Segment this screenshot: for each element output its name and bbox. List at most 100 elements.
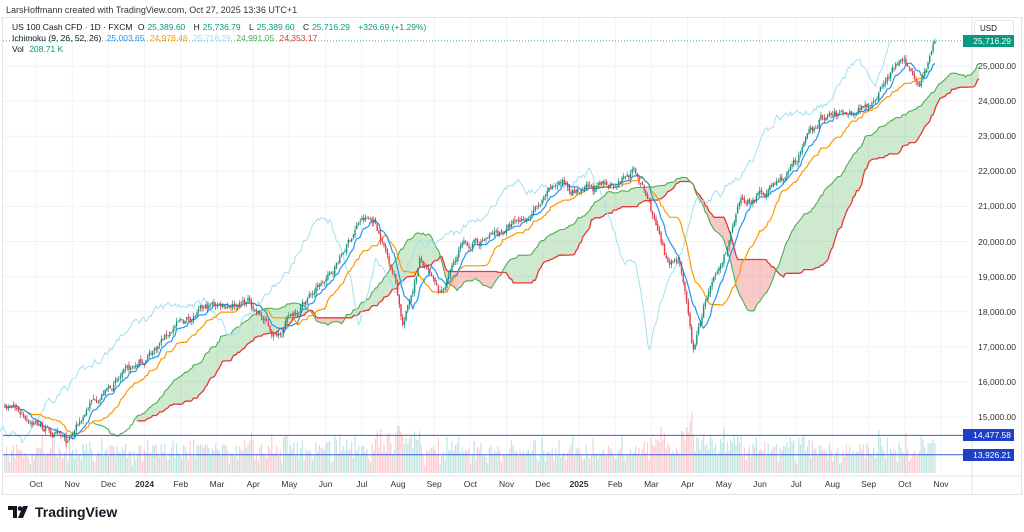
ichimoku-cloud-segment — [431, 237, 434, 265]
volume-bar — [334, 434, 336, 473]
volume-bar — [368, 458, 370, 473]
candle-body — [784, 177, 786, 180]
ichimoku-cloud-segment — [254, 313, 257, 338]
volume-bar — [376, 430, 378, 473]
volume-bar — [272, 454, 275, 473]
ichimoku-cloud-segment — [477, 271, 480, 282]
candle-body — [177, 320, 179, 322]
ichimoku-cloud-segment — [317, 317, 320, 323]
candle-body — [538, 205, 540, 207]
candle-body — [881, 85, 883, 87]
volume-bar — [340, 450, 343, 473]
ichimoku-cloud-segment — [858, 147, 861, 191]
volume-bar — [235, 446, 237, 473]
candle-body — [281, 333, 283, 335]
volume-bar — [529, 453, 531, 473]
ichimoku-cloud-segment — [967, 75, 969, 88]
candle-body — [424, 265, 426, 267]
candle-body — [687, 301, 690, 314]
volume-bar — [289, 444, 292, 473]
candle-body — [512, 220, 514, 224]
ichimoku-cloud-segment — [664, 184, 667, 196]
volume-bar — [813, 449, 815, 473]
candle-body — [31, 421, 33, 425]
ichimoku-cloud-segment — [504, 264, 507, 273]
candle-body — [733, 221, 735, 228]
ichimoku-label[interactable]: Ichimoku (9, 26, 52, 26) — [12, 33, 102, 43]
ichimoku-cloud-segment — [834, 178, 837, 242]
volume-bar — [514, 451, 516, 473]
volume-bar — [352, 457, 354, 473]
candle-body — [779, 177, 781, 182]
ichimoku-cloud-segment — [922, 100, 925, 131]
candle-body — [133, 366, 135, 368]
volume-bar — [930, 442, 933, 473]
span-a-value: 24,991.05 — [236, 33, 275, 43]
ichimoku-cloud-segment — [154, 403, 157, 416]
candle-body — [243, 299, 246, 305]
ichimoku-cloud-segment — [224, 335, 226, 361]
volume-bar — [643, 441, 645, 473]
volume-bar — [925, 453, 927, 473]
candle-body — [221, 304, 224, 307]
volume-bar — [465, 448, 467, 473]
candle-body — [248, 297, 251, 301]
ichimoku-cloud-segment — [509, 259, 512, 279]
ichimoku-cloud-segment — [708, 210, 711, 224]
volume-bar — [148, 453, 150, 473]
symbol-name[interactable]: US 100 Cash CFD · 1D · FXCM — [12, 22, 133, 32]
candle-body — [716, 271, 718, 274]
volume-bar — [816, 456, 819, 473]
volume-label[interactable]: Vol — [12, 44, 24, 54]
volume-bar — [378, 447, 380, 473]
candle-body — [361, 218, 363, 221]
ichimoku-cloud-segment — [851, 154, 854, 204]
ichimoku-cloud-segment — [179, 375, 182, 405]
ichimoku-cloud-segment — [144, 411, 146, 421]
candle-body — [631, 169, 633, 173]
volume-bar — [815, 448, 817, 473]
ichimoku-cloud-segment — [904, 114, 906, 146]
candle-body — [582, 189, 584, 191]
volume-bar — [279, 449, 281, 473]
ichimoku-cloud-segment — [195, 364, 197, 399]
volume-bar — [245, 448, 247, 473]
candle-body — [223, 305, 225, 308]
volume-bar — [327, 441, 329, 473]
x-axis-label: Mar — [209, 479, 225, 489]
ichimoku-cloud-segment — [178, 377, 180, 405]
volume-bar — [414, 431, 416, 473]
candle-body — [73, 430, 76, 434]
volume-bar — [570, 444, 572, 473]
ichimoku-cloud-segment — [225, 335, 228, 361]
ichimoku-cloud-segment — [203, 353, 206, 391]
ichimoku-cloud-segment — [271, 308, 274, 334]
ichimoku-cloud-segment — [640, 187, 643, 203]
volume-bar — [317, 452, 319, 473]
candle-body — [111, 388, 113, 391]
ichimoku-cloud-segment — [654, 185, 657, 201]
candle-body — [184, 320, 186, 325]
tradingview-logo[interactable]: TradingView — [8, 504, 117, 520]
price-tag: 25,716.29 — [963, 34, 1014, 47]
ichimoku-cloud-segment — [577, 217, 580, 249]
candle-body — [235, 304, 237, 306]
candle-body — [934, 40, 936, 44]
ichimoku-cloud-segment — [457, 271, 459, 291]
ichimoku-cloud-segment — [637, 187, 640, 207]
volume-bar — [859, 444, 861, 473]
volume-bar — [837, 447, 839, 473]
currency-button[interactable]: USD — [974, 20, 1014, 36]
volume-bar — [857, 451, 859, 473]
price-chart[interactable] — [0, 0, 1024, 495]
candle-body — [131, 366, 134, 368]
candle-body — [811, 126, 814, 131]
candle-body — [750, 202, 752, 204]
y-axis-label: 20,000.00 — [978, 236, 1016, 247]
volume-bar — [526, 451, 528, 473]
ichimoku-cloud-segment — [659, 185, 662, 199]
candle-body — [782, 179, 785, 181]
candle-body — [305, 301, 307, 305]
ichimoku-cloud-segment — [897, 117, 900, 154]
candle-body — [709, 285, 712, 293]
